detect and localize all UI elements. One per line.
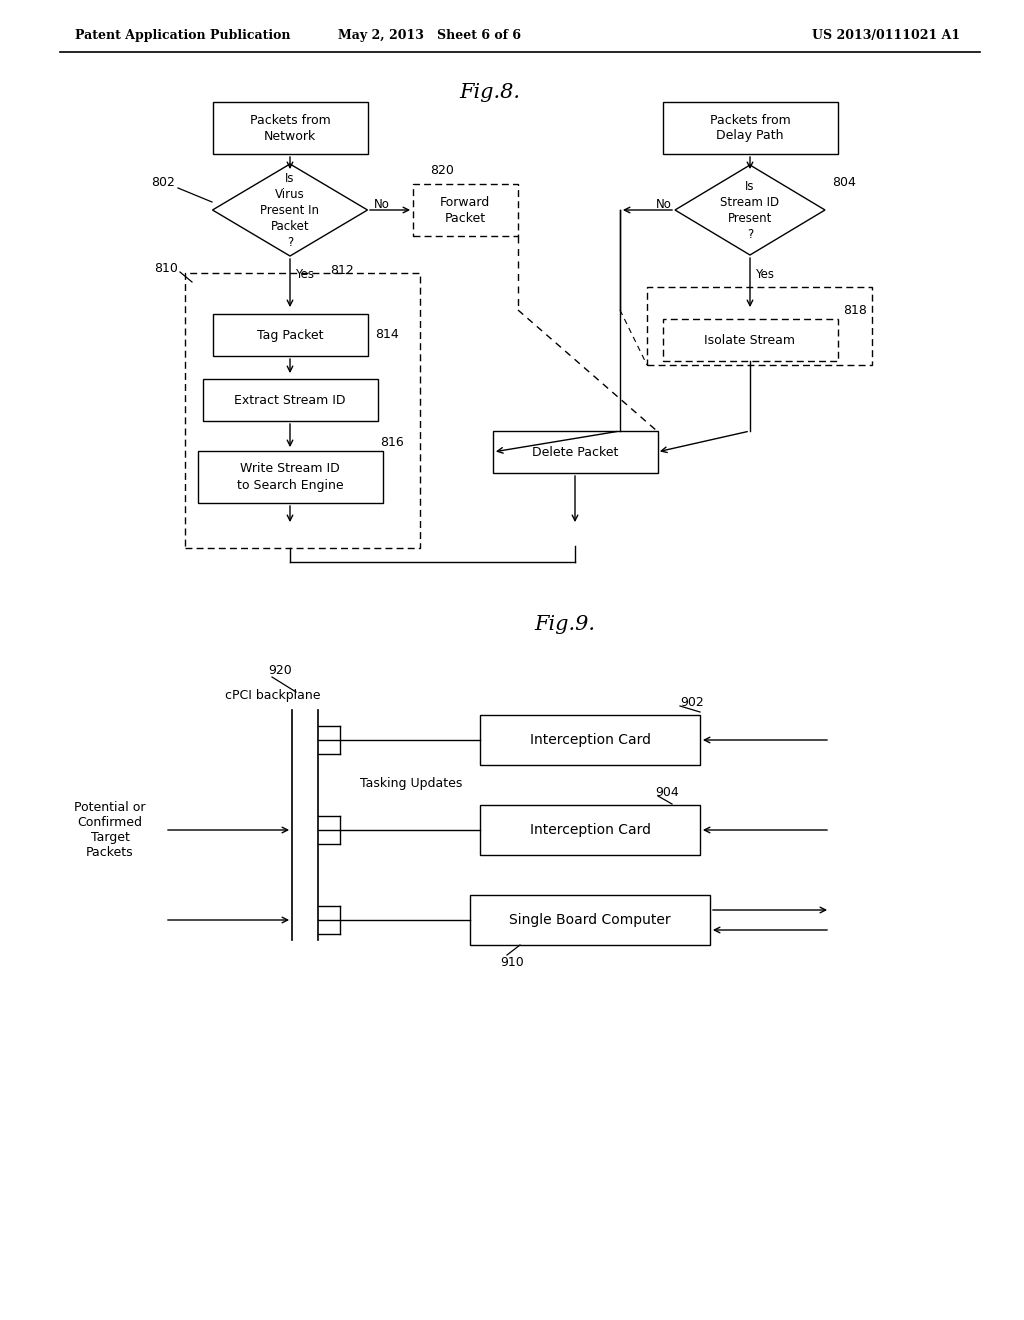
Text: Packets from
Delay Path: Packets from Delay Path (710, 114, 791, 143)
FancyBboxPatch shape (493, 432, 657, 473)
FancyBboxPatch shape (663, 319, 838, 360)
FancyBboxPatch shape (480, 715, 700, 766)
Text: 814: 814 (375, 329, 398, 342)
FancyBboxPatch shape (198, 451, 383, 503)
Text: 902: 902 (680, 696, 703, 709)
Text: No: No (374, 198, 390, 211)
Text: Patent Application Publication: Patent Application Publication (75, 29, 291, 41)
Text: Interception Card: Interception Card (529, 822, 650, 837)
Text: No: No (656, 198, 672, 211)
FancyBboxPatch shape (213, 102, 368, 154)
FancyBboxPatch shape (413, 183, 517, 236)
FancyBboxPatch shape (203, 379, 378, 421)
FancyBboxPatch shape (470, 895, 710, 945)
Text: 920: 920 (268, 664, 292, 676)
Polygon shape (675, 165, 825, 255)
Text: Tag Packet: Tag Packet (257, 329, 324, 342)
Text: 802: 802 (152, 176, 175, 189)
Text: 910: 910 (500, 956, 523, 969)
Text: Potential or
Confirmed
Target
Packets: Potential or Confirmed Target Packets (75, 801, 145, 859)
Text: Isolate Stream: Isolate Stream (705, 334, 796, 346)
Text: US 2013/0111021 A1: US 2013/0111021 A1 (812, 29, 961, 41)
Polygon shape (213, 164, 368, 256)
Text: 818: 818 (843, 304, 867, 317)
Text: 820: 820 (430, 164, 454, 177)
Text: Fig.8.: Fig.8. (460, 82, 520, 102)
Text: 810: 810 (155, 261, 178, 275)
Text: Is
Stream ID
Present
?: Is Stream ID Present ? (721, 180, 779, 240)
Text: Fig.9.: Fig.9. (535, 615, 596, 635)
FancyBboxPatch shape (480, 805, 700, 855)
FancyBboxPatch shape (663, 102, 838, 154)
Text: Forward
Packet: Forward Packet (440, 195, 490, 224)
Text: Extract Stream ID: Extract Stream ID (234, 393, 346, 407)
Text: 904: 904 (655, 785, 679, 799)
Text: Single Board Computer: Single Board Computer (509, 913, 671, 927)
Text: 816: 816 (380, 436, 403, 449)
Text: Yes: Yes (295, 268, 314, 281)
Text: Yes: Yes (755, 268, 774, 281)
Text: cPCI backplane: cPCI backplane (225, 689, 321, 701)
Text: 812: 812 (330, 264, 353, 276)
Text: May 2, 2013   Sheet 6 of 6: May 2, 2013 Sheet 6 of 6 (339, 29, 521, 41)
Text: Interception Card: Interception Card (529, 733, 650, 747)
Text: Packets from
Network: Packets from Network (250, 114, 331, 143)
FancyBboxPatch shape (213, 314, 368, 356)
Text: Write Stream ID
to Search Engine: Write Stream ID to Search Engine (237, 462, 343, 491)
Text: 804: 804 (831, 176, 856, 189)
Text: Delete Packet: Delete Packet (531, 446, 618, 458)
Text: Tasking Updates: Tasking Updates (360, 776, 463, 789)
Text: Is
Virus
Present In
Packet
?: Is Virus Present In Packet ? (260, 172, 319, 248)
